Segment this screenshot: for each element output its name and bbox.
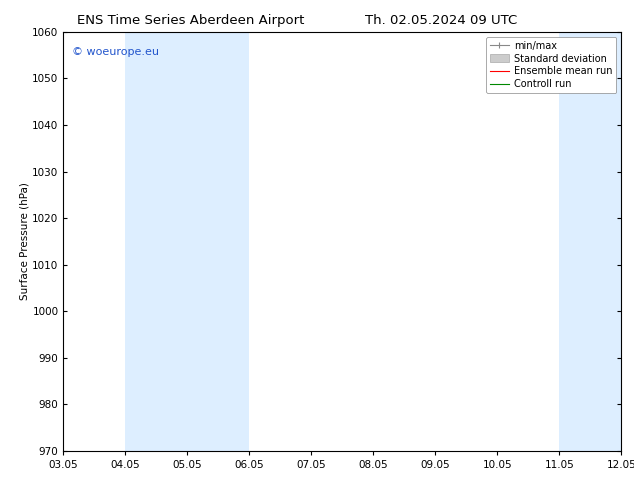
Bar — [559, 32, 634, 451]
Legend: min/max, Standard deviation, Ensemble mean run, Controll run: min/max, Standard deviation, Ensemble me… — [486, 37, 616, 93]
Text: ENS Time Series Aberdeen Airport: ENS Time Series Aberdeen Airport — [77, 14, 304, 27]
Y-axis label: Surface Pressure (hPa): Surface Pressure (hPa) — [20, 182, 30, 300]
Bar — [126, 32, 249, 451]
Title: ENS Time Series Aberdeen Airport    Th. 02.05.2024 09 UTC: ENS Time Series Aberdeen Airport Th. 02.… — [0, 489, 1, 490]
Text: Th. 02.05.2024 09 UTC: Th. 02.05.2024 09 UTC — [365, 14, 517, 27]
Text: © woeurope.eu: © woeurope.eu — [72, 47, 158, 56]
